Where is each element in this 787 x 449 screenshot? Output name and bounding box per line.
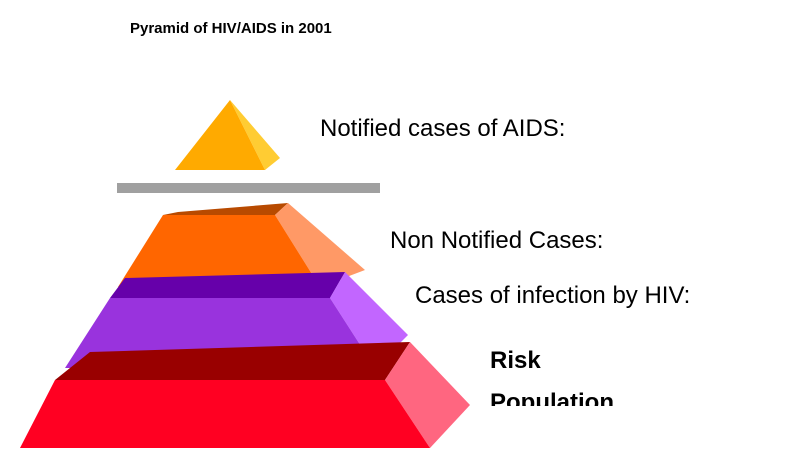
title: Pyramid of HIV/AIDS in 2001 bbox=[130, 20, 332, 37]
level-label: Risk bbox=[490, 347, 541, 374]
pyramid-top bbox=[175, 100, 280, 170]
level-label: Non Notified Cases: bbox=[390, 227, 603, 254]
separator-bar bbox=[117, 183, 380, 193]
level-label: Cases of infection by HIV: bbox=[415, 282, 690, 309]
level-label: Population bbox=[490, 389, 614, 416]
tier-red bbox=[20, 342, 470, 448]
tier-orange bbox=[118, 203, 365, 287]
level-label: Notified cases of AIDS: bbox=[320, 115, 565, 142]
